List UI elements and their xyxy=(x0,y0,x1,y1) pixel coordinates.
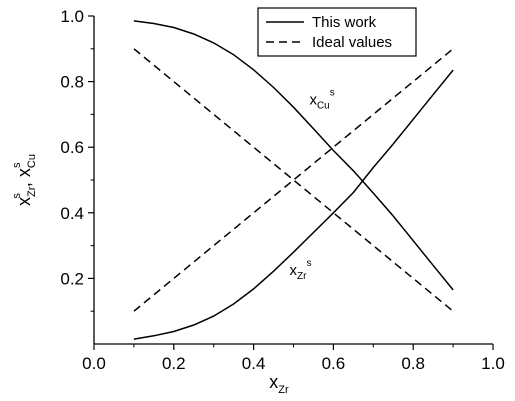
legend-label-ideal-values: Ideal values xyxy=(312,34,392,51)
y-tick-label: 1.0 xyxy=(60,7,84,26)
x-tick-label: 0.2 xyxy=(162,354,186,373)
x-tick-label: 0.6 xyxy=(322,354,346,373)
y-tick-label: 0.6 xyxy=(60,138,84,157)
y-axis-title-text: xZrs, xCus xyxy=(11,154,38,206)
x-tick-label: 0.4 xyxy=(242,354,266,373)
this-work-line-0 xyxy=(133,20,454,291)
y-axis-title: xZrs, xCus xyxy=(11,154,38,206)
this-work-line-1 xyxy=(133,69,454,340)
y-tick-label: 0.2 xyxy=(60,269,84,288)
legend: This work Ideal values xyxy=(257,7,417,57)
y-tick-label: 0.8 xyxy=(60,73,84,92)
annotations: xCus xZrs xyxy=(290,88,335,283)
axes: 0.0 0.2 0.4 0.6 0.8 1.0 0.2 0.4 0.6 0.8 1.0 xZr xZrs… xyxy=(11,7,505,396)
curve-label-cu: xCus xyxy=(309,88,334,112)
legend-label-this-work: This work xyxy=(312,14,377,31)
legend-box xyxy=(257,7,417,57)
x-tick-label: 1.0 xyxy=(481,354,505,373)
curve-label-zr: xZrs xyxy=(290,258,312,282)
ideal-values-line-3 xyxy=(133,48,454,312)
x-tick-label: 0.0 xyxy=(82,354,106,373)
y-tick-label: 0.4 xyxy=(60,204,84,223)
x-axis-title: xZr xyxy=(269,372,289,396)
x-tick-label: 0.8 xyxy=(401,354,425,373)
ideal-values-line-2 xyxy=(133,48,454,312)
series-layer xyxy=(133,20,454,340)
